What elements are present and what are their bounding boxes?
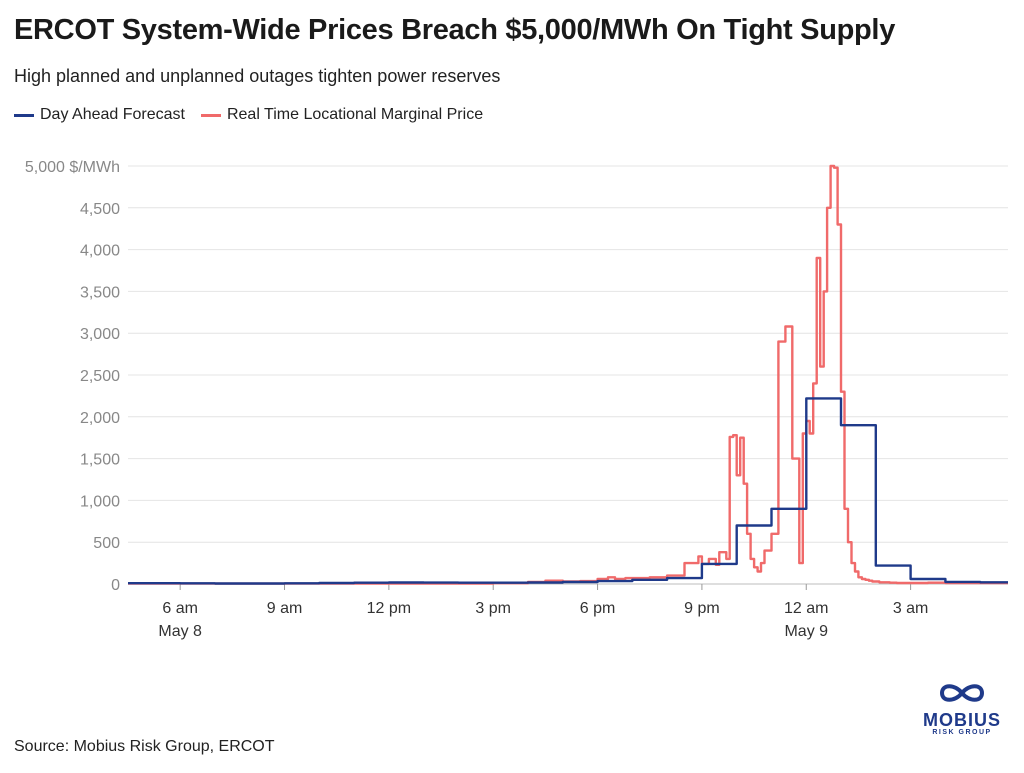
series-line-day-ahead — [128, 397, 1008, 585]
chart-subtitle: High planned and unplanned outages tight… — [14, 66, 501, 86]
y-tick-label: 4,500 — [80, 201, 120, 218]
mobius-logo: MOBIUS RISK GROUP — [912, 680, 1012, 742]
series-line-real-time — [128, 164, 1008, 585]
legend-label-day-ahead: Day Ahead Forecast — [40, 106, 185, 123]
mobius-loop-icon — [939, 684, 985, 702]
chart-title: ERCOT System-Wide Prices Breach $5,000/M… — [14, 14, 896, 46]
price-chart: 5,000 $/MWh 4,500 4,000 3,500 3,000 2,500 2,00… — [25, 159, 1008, 640]
logo-wordmark: MOBIUS — [923, 710, 1001, 730]
source-note: Source: Mobius Risk Group, ERCOT — [14, 738, 275, 755]
x-tick-label: 6 pm — [580, 600, 616, 617]
x-tick-label: 3 pm — [475, 600, 511, 617]
x-tick-label: 12 am — [784, 600, 828, 617]
y-tick-label: 500 — [93, 535, 120, 552]
x-tick-sublabel: May 9 — [784, 623, 828, 640]
y-tick-label: 3,500 — [80, 284, 120, 301]
y-tick-label: 3,000 — [80, 326, 120, 343]
x-tick-label: 3 am — [893, 600, 929, 617]
legend-label-real-time: Real Time Locational Marginal Price — [226, 106, 484, 123]
y-tick-label: 1,000 — [80, 493, 120, 510]
x-tick-label: 9 pm — [684, 600, 720, 617]
legend-item-day-ahead: Day Ahead Forecast — [14, 106, 185, 124]
y-tick-label: 4,000 — [80, 243, 120, 260]
y-tick-label: 0 — [111, 577, 120, 594]
legend-item-real-time: Real Time Locational Marginal Price — [200, 106, 484, 124]
y-tick-label: 1,500 — [80, 452, 120, 469]
legend-swatch-real-time — [200, 113, 221, 117]
y-tick-label: 5,000 $/MWh — [25, 159, 120, 176]
x-tick-label: 9 am — [267, 600, 303, 617]
x-tick-label: 6 am — [162, 600, 198, 617]
x-tick-label: 12 pm — [367, 600, 411, 617]
logo-subtext: RISK GROUP — [932, 729, 992, 736]
legend: Day Ahead Forecast Real Time Locational … — [14, 106, 499, 124]
legend-swatch-day-ahead — [14, 113, 34, 117]
y-tick-label: 2,500 — [80, 368, 120, 385]
y-tick-label: 2,000 — [80, 410, 120, 427]
x-tick-sublabel: May 8 — [158, 623, 202, 640]
